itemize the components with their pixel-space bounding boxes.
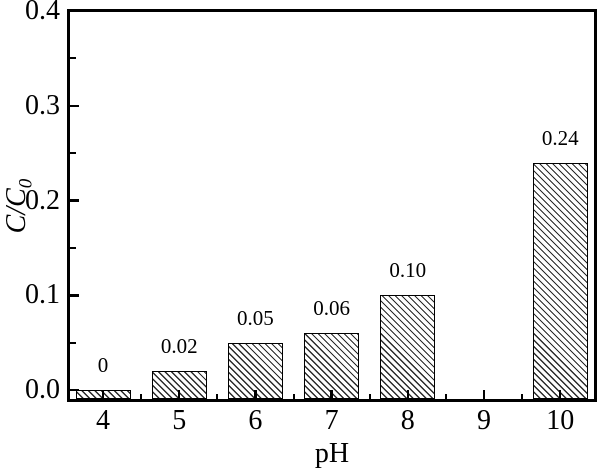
bar-value-label-ph-7: 0.06 — [313, 296, 350, 321]
x-axis-tick-label: 10 — [546, 405, 575, 436]
bar-ph-8 — [380, 295, 436, 399]
x-axis-minor-tick — [216, 393, 219, 399]
x-axis-major-tick — [101, 390, 105, 399]
y-axis-major-tick — [70, 199, 79, 202]
bar-value-label-ph-5: 0.02 — [160, 334, 198, 359]
x-axis-title: pH — [314, 438, 350, 469]
x-axis-major-tick — [254, 390, 257, 399]
bar-value-label-ph-10: 0.24 — [541, 125, 579, 150]
y-axis-major-tick — [70, 388, 79, 392]
y-axis-tick-label: 0.2 — [25, 184, 60, 216]
bar-value-label-ph-6: 0.05 — [237, 305, 274, 330]
plot-area — [67, 9, 597, 402]
y-axis-minor-tick — [70, 57, 76, 60]
y-axis-tick-label: 0.4 — [25, 0, 60, 26]
bar-ph-10 — [532, 162, 588, 399]
x-axis-tick-label: 5 — [172, 405, 187, 436]
x-axis-tick-label: 6 — [248, 405, 263, 436]
x-axis-major-tick — [406, 390, 410, 399]
y-axis-minor-tick — [70, 341, 76, 344]
y-axis-tick-label: 0.0 — [25, 374, 60, 405]
x-axis-tick-label: 8 — [400, 405, 415, 436]
x-axis-tick-label: 9 — [477, 405, 491, 436]
x-axis-minor-tick — [444, 393, 447, 399]
y-axis-tick-label: 0.1 — [25, 279, 60, 311]
x-axis-minor-tick — [521, 393, 524, 399]
y-axis-major-tick — [70, 294, 79, 297]
bar-value-label-ph-4: 0 — [97, 353, 109, 377]
x-axis-tick-label: 4 — [96, 405, 110, 436]
x-axis-major-tick — [558, 390, 562, 399]
x-axis-major-tick — [330, 390, 333, 399]
y-axis-tick-label: 0.3 — [25, 89, 60, 121]
bar-ph-7 — [304, 333, 360, 399]
bar-value-label-ph-8: 0.10 — [389, 258, 427, 283]
x-axis-minor-tick — [140, 393, 143, 399]
y-axis-major-tick — [70, 12, 79, 13]
x-axis-major-tick — [482, 390, 486, 399]
bar-ph-6 — [227, 342, 283, 399]
y-axis-minor-tick — [70, 152, 76, 155]
x-axis-minor-tick — [292, 393, 295, 399]
y-axis-major-tick — [70, 104, 79, 107]
x-axis-major-tick — [177, 390, 181, 399]
y-axis-minor-tick — [70, 246, 76, 249]
x-axis-tick-label: 7 — [324, 405, 339, 436]
x-axis-minor-tick — [368, 393, 371, 399]
